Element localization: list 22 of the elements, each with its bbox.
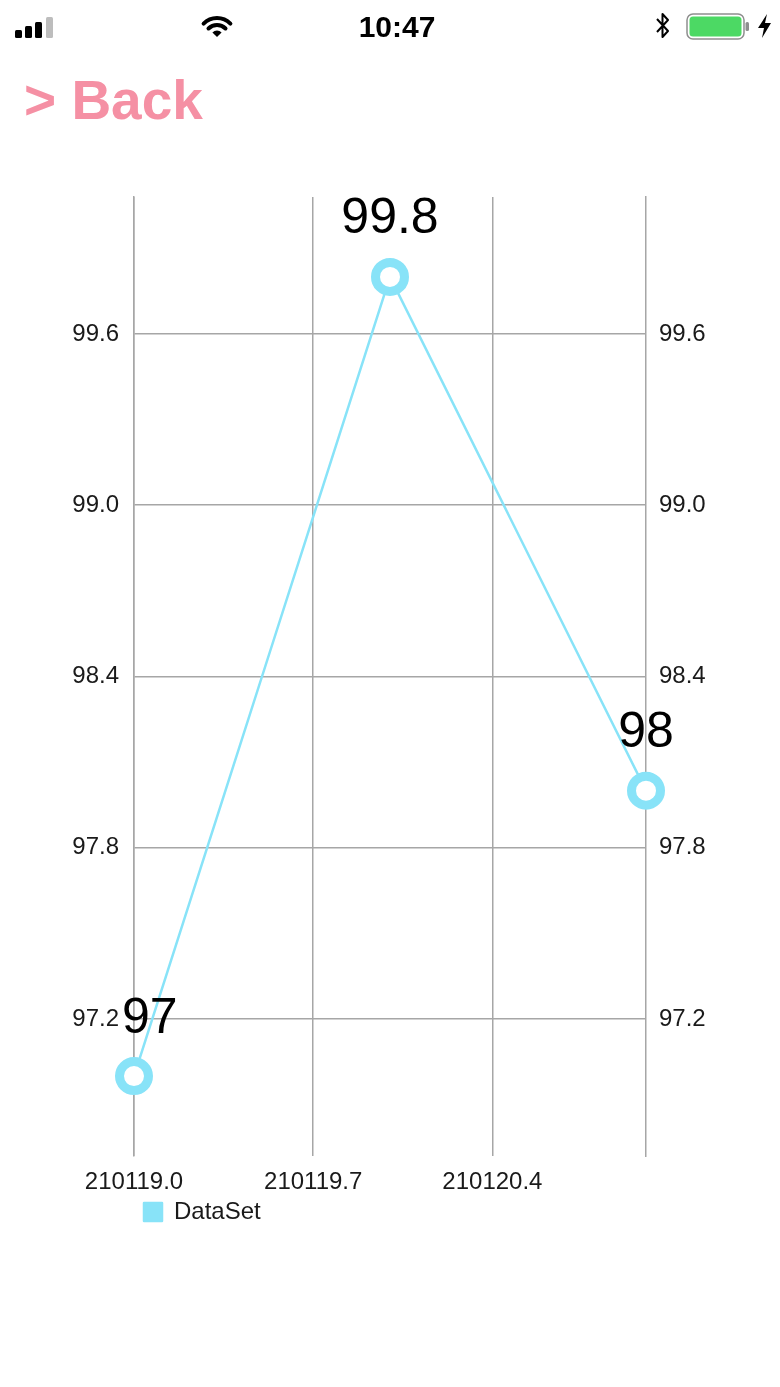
- legend-label: DataSet: [174, 1196, 262, 1224]
- y2-tick-label: 98.4: [659, 661, 706, 689]
- data-label: 98: [618, 702, 674, 759]
- text: 10:47: [358, 10, 436, 43]
- y2-tick-label: 97.2: [659, 1003, 706, 1031]
- y-tick-label: 99.6: [72, 318, 119, 346]
- y-tick-label: 99.0: [72, 489, 119, 517]
- point: [371, 257, 409, 296]
- x-tick-label: 210119.0: [84, 1167, 184, 1195]
- point: [115, 1057, 153, 1096]
- y-tick-label: 97.8: [72, 832, 119, 860]
- y2-tick-label: 99.6: [659, 318, 706, 346]
- y2-tick-label: 99.0: [659, 489, 706, 517]
- y2-tick-label: 97.8: [659, 832, 706, 860]
- data-label: 99.8: [341, 188, 439, 245]
- point: [627, 771, 665, 810]
- data-label: 97: [122, 987, 178, 1044]
- x-tick-label: 210119.7: [264, 1167, 363, 1195]
- y-tick-label: 97.2: [72, 1003, 119, 1031]
- y-tick-label: 98.4: [72, 661, 119, 689]
- x-tick-label: 210120.4: [442, 1167, 543, 1195]
- text: > Back: [24, 69, 203, 131]
